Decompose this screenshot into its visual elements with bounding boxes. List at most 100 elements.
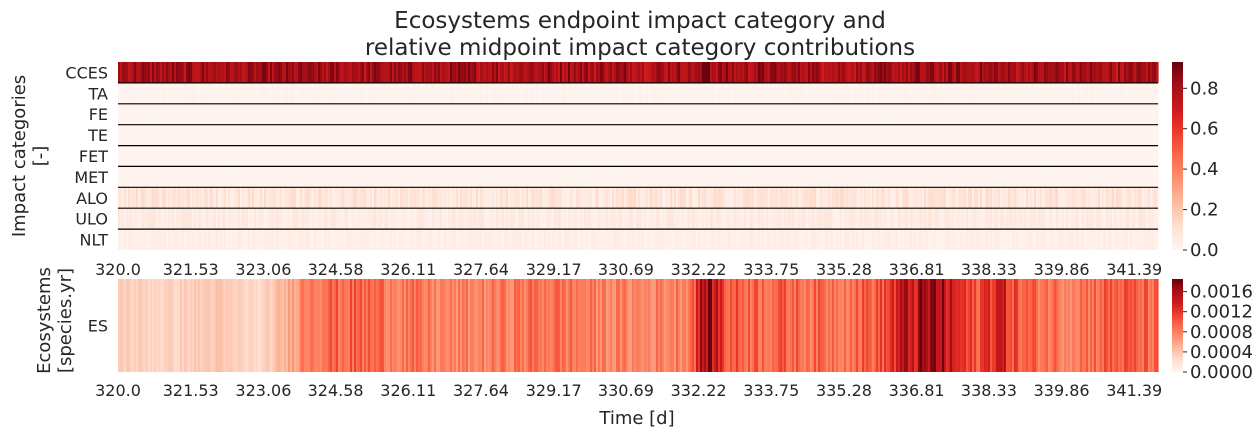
heatmap-cell [246,279,249,372]
heatmap-cell [716,145,719,167]
heatmap-cell [334,229,337,250]
heatmap-cell [1028,208,1031,230]
heatmap-cell [758,166,761,188]
heatmap-cell [848,124,851,146]
heatmap-cell [160,229,163,250]
heatmap-cell [546,166,549,188]
heatmap-cell [1128,166,1131,188]
heatmap-cell [808,145,811,167]
heatmap-cell [178,208,181,230]
heatmap-cell [464,279,467,372]
heatmap-cell [1094,208,1097,230]
heatmap-cell [126,187,129,209]
heatmap-cell [644,62,647,83]
heatmap-cell [642,229,645,250]
heatmap-cell [388,187,391,209]
heatmap-cell [824,208,827,230]
heatmap-cell [724,166,727,188]
heatmap-cell [990,166,993,188]
heatmap-cell [634,208,637,230]
heatmap-cell [716,229,719,250]
heatmap-cell [990,124,993,146]
heatmap-cell [1136,62,1139,83]
heatmap-cell [992,229,995,250]
heatmap-cell [178,103,181,125]
heatmap-cell [432,229,435,250]
heatmap-cell [772,62,775,83]
heatmap-cell [774,187,777,209]
heatmap-cell [1084,103,1087,125]
heatmap-cell [280,62,283,83]
heatmap-cell [538,187,541,209]
heatmap-cell [482,187,485,209]
heatmap-cell [288,62,291,83]
heatmap-cell [402,187,405,209]
heatmap-cell [340,145,343,167]
heatmap-cell [1054,208,1057,230]
heatmap-cell [278,187,281,209]
heatmap-cell [526,82,529,104]
heatmap-cell [764,166,767,188]
heatmap-cell [628,166,631,188]
heatmap-cell [688,82,691,104]
heatmap-cell [308,62,311,83]
heatmap-cell [448,62,451,83]
heatmap-cell [202,208,205,230]
heatmap-cell [286,187,289,209]
heatmap-cell [680,62,683,83]
heatmap-cell [484,166,487,188]
heatmap-cell [672,208,675,230]
heatmap-cell [490,279,493,372]
heatmap-cell [188,279,191,372]
heatmap-cell [200,229,203,250]
heatmap-cell [1014,82,1017,104]
heatmap-cell [348,208,351,230]
heatmap-cell [706,124,709,146]
heatmap-cell [778,208,781,230]
heatmap-cell [1122,187,1125,209]
heatmap-cell [370,124,373,146]
heatmap-cell [694,208,697,230]
heatmap-cell [840,229,843,250]
heatmap-cell [166,166,169,188]
heatmap-cell [342,62,345,83]
heatmap-cell [640,103,643,125]
heatmap-cell [854,82,857,104]
heatmap-cell [522,145,525,167]
heatmap-cell [612,103,615,125]
heatmap-cell [270,62,273,83]
heatmap-cell [800,62,803,83]
heatmap-cell [792,208,795,230]
heatmap-cell [714,166,717,188]
heatmap-cell [1050,208,1053,230]
heatmap-cell [578,82,581,104]
heatmap-cell [432,145,435,167]
heatmap-cell [764,145,767,167]
heatmap-cell [562,279,565,372]
heatmap-cell [636,103,639,125]
heatmap-cell [1020,124,1023,146]
heatmap-cell [456,187,459,209]
heatmap-cell [918,166,921,188]
heatmap-cell [480,187,483,209]
heatmap-cell [666,145,669,167]
heatmap-cell [830,62,833,83]
heatmap-cell [620,229,623,250]
heatmap-cell [130,208,133,230]
heatmap-cell [124,279,127,372]
heatmap-cell [1092,124,1095,146]
heatmap-cell [996,62,999,83]
heatmap-cell [844,166,847,188]
heatmap-cell [686,229,689,250]
heatmap-cell [222,208,225,230]
heatmap-cell [220,279,223,372]
heatmap-cell [134,82,137,104]
heatmap-cell [322,82,325,104]
heatmap-cell [480,103,483,125]
heatmap-cell [1090,145,1093,167]
heatmap-cell [632,62,635,83]
heatmap-cell [856,62,859,83]
heatmap-cell [866,187,869,209]
heatmap-cell [236,82,239,104]
heatmap-cell [158,187,161,209]
